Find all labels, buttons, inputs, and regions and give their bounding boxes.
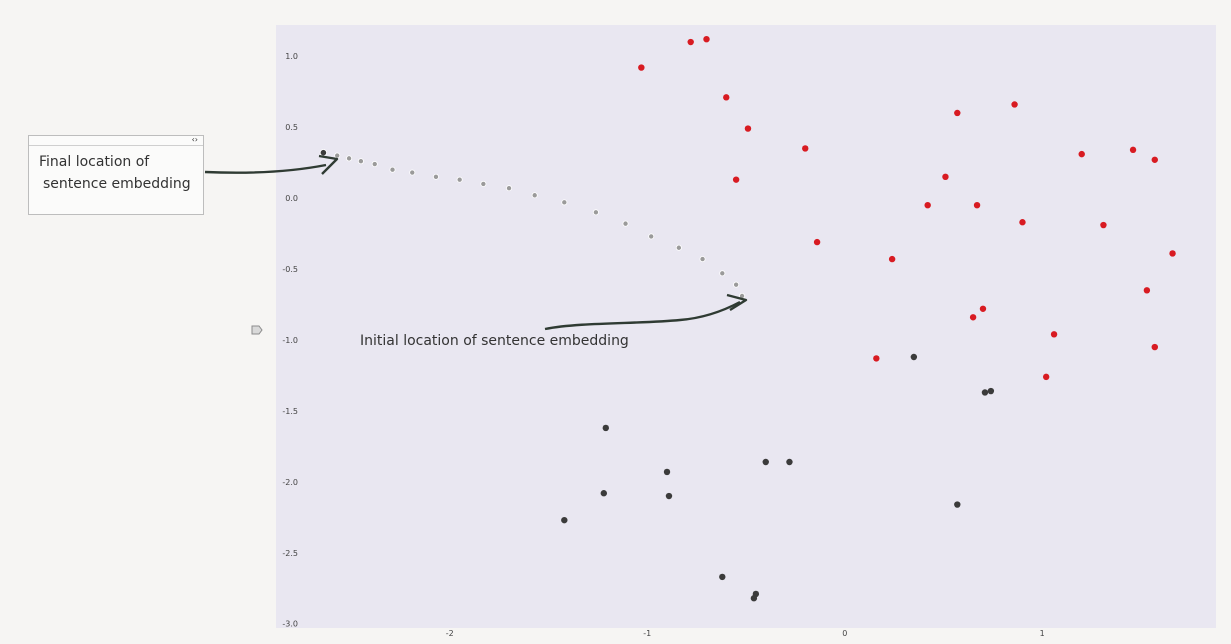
red-point bbox=[1129, 146, 1137, 154]
dark-point bbox=[786, 458, 793, 466]
final-location-arrowhead bbox=[318, 154, 339, 175]
red-point bbox=[942, 173, 949, 181]
dark-point bbox=[762, 458, 769, 466]
trajectory-point bbox=[346, 155, 353, 162]
trajectory-point bbox=[699, 256, 706, 263]
dark-point bbox=[910, 353, 918, 361]
plot-area bbox=[276, 25, 1216, 628]
y-axis-ticks: 1.0 0.5 0.0 -0.5 -1.0 -1.5 -2.0 -2.5 -3.0 bbox=[282, 52, 298, 629]
trajectory-point bbox=[319, 149, 327, 157]
trajectory-point bbox=[389, 166, 396, 173]
red-point bbox=[888, 255, 896, 263]
y-tick-label: -0.5 bbox=[282, 265, 298, 274]
note-header-divider bbox=[29, 145, 203, 146]
red-point bbox=[954, 109, 961, 117]
red-point bbox=[873, 355, 880, 362]
y-tick-label: -2.5 bbox=[282, 549, 298, 558]
collapse-handle-icon[interactable] bbox=[251, 325, 263, 335]
y-tick-label: -3.0 bbox=[282, 620, 298, 629]
expand-icon[interactable]: ‹› bbox=[191, 135, 198, 144]
trajectory-point bbox=[480, 180, 487, 187]
red-point bbox=[924, 201, 931, 209]
dark-point bbox=[987, 387, 995, 395]
red-point bbox=[638, 64, 645, 71]
red-point bbox=[1143, 287, 1151, 294]
dark-point bbox=[665, 492, 673, 500]
dark-point bbox=[600, 490, 608, 497]
dark-point bbox=[954, 501, 961, 508]
red-point bbox=[1011, 101, 1018, 108]
dark-point bbox=[719, 573, 726, 581]
dark-point bbox=[981, 389, 989, 396]
data-points bbox=[319, 35, 1176, 602]
red-point bbox=[703, 35, 710, 43]
x-tick-label: -2 bbox=[446, 629, 454, 638]
red-point bbox=[1100, 221, 1107, 229]
red-point bbox=[813, 238, 821, 246]
final-location-arrow bbox=[204, 163, 327, 174]
red-point bbox=[1019, 219, 1026, 226]
red-point bbox=[1151, 343, 1158, 351]
initial-location-arrowhead bbox=[726, 293, 748, 312]
trajectory-point bbox=[357, 158, 364, 165]
trajectory-point bbox=[334, 152, 341, 159]
final-location-note[interactable]: ‹› Final location of sentence embedding bbox=[28, 135, 204, 215]
red-point bbox=[687, 38, 694, 46]
dark-point bbox=[750, 595, 758, 602]
y-tick-label: 1.0 bbox=[285, 52, 298, 61]
red-point bbox=[732, 176, 740, 183]
red-point bbox=[723, 94, 730, 101]
x-axis-ticks: -2 -1 0 1 bbox=[446, 629, 1045, 638]
red-point bbox=[973, 201, 981, 209]
initial-location-arrow bbox=[544, 300, 741, 331]
red-point bbox=[979, 305, 987, 312]
trajectory-point bbox=[506, 185, 513, 192]
y-tick-label: -2.0 bbox=[282, 478, 298, 487]
trajectory-point bbox=[675, 244, 682, 251]
trajectory-point bbox=[456, 176, 463, 183]
dark-point bbox=[602, 424, 609, 432]
final-location-label-line1: Final location of bbox=[39, 154, 150, 170]
red-point bbox=[1050, 331, 1058, 338]
red-point bbox=[744, 125, 752, 132]
final-location-label: Final location of sentence embedding bbox=[39, 151, 191, 195]
x-tick-label: 1 bbox=[1040, 629, 1045, 638]
red-point bbox=[969, 314, 977, 321]
x-tick-label: 0 bbox=[842, 629, 847, 638]
dark-point bbox=[663, 468, 671, 476]
trajectory-point bbox=[648, 233, 655, 240]
y-tick-label: 0.5 bbox=[285, 123, 298, 132]
red-point bbox=[1078, 150, 1085, 158]
trajectory-point bbox=[371, 161, 378, 168]
trajectory-point bbox=[432, 173, 439, 180]
y-tick-label: -1.5 bbox=[282, 407, 298, 416]
trajectory-point bbox=[719, 270, 726, 277]
trajectory-point bbox=[561, 199, 568, 206]
x-tick-label: -1 bbox=[643, 629, 651, 638]
red-point bbox=[1042, 373, 1050, 381]
dark-point bbox=[561, 516, 568, 524]
y-tick-label: 0.0 bbox=[285, 194, 298, 203]
final-location-label-line2: sentence embedding bbox=[43, 176, 191, 192]
trajectory-point bbox=[592, 209, 599, 216]
initial-location-label: Initial location of sentence embedding bbox=[360, 333, 629, 349]
trajectory-point bbox=[409, 169, 416, 176]
red-point bbox=[802, 145, 809, 152]
trajectory-point bbox=[622, 220, 629, 227]
red-point bbox=[1151, 156, 1158, 163]
trajectory-point bbox=[531, 192, 538, 199]
red-point bbox=[1169, 250, 1176, 257]
y-tick-label: -1.0 bbox=[282, 336, 298, 345]
trajectory-point bbox=[733, 281, 740, 288]
